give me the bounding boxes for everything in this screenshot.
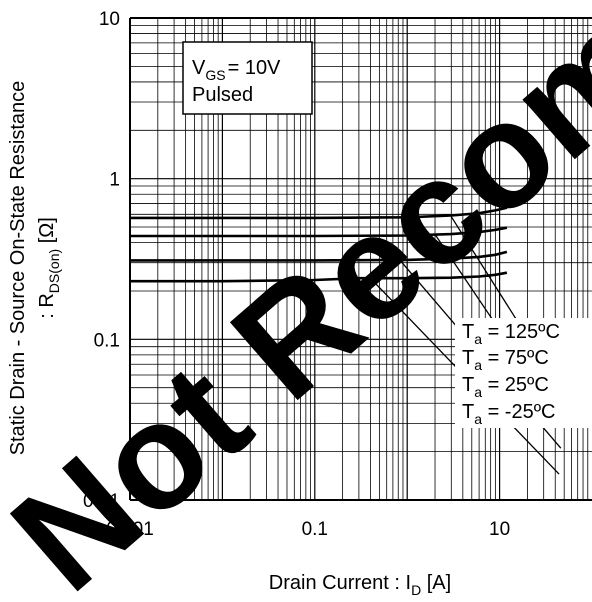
- x-axis-label: Drain Current : ID [A]: [269, 572, 451, 598]
- condition-box: VGS = 10V Pulsed: [182, 41, 313, 115]
- series-label-25: Ta = 25ºC: [462, 374, 549, 400]
- tick-labels: 0.001 0.1 10 10 1 0.1 0.01: [83, 9, 510, 540]
- y-tick-label: 0.1: [94, 330, 120, 351]
- y-axis-label-line1: Static Drain - Source On-State Resistanc…: [7, 81, 29, 456]
- series-line-2: [130, 226, 508, 238]
- series-line-4: [130, 271, 508, 283]
- series-labels: Ta = 125ºC Ta = 75ºC Ta = 25ºC Ta = -25º…: [455, 318, 592, 428]
- condition-box-border: [182, 41, 313, 115]
- series-line-3: [130, 250, 508, 262]
- y-tick-label: 10: [99, 9, 120, 30]
- condition-pulsed: Pulsed: [192, 84, 253, 106]
- series-label-125: Ta = 125ºC: [462, 321, 560, 347]
- y-tick-label: 0.01: [83, 491, 120, 512]
- legend-background: [455, 318, 592, 428]
- x-tick-label: 10: [489, 519, 510, 540]
- plot-frame: [129, 17, 592, 501]
- series-line-1: [130, 206, 508, 220]
- x-tick-label: 0.001: [106, 519, 154, 540]
- condition-vgs: VGS = 10V: [192, 57, 281, 83]
- series-lines: [130, 206, 508, 283]
- series-label-75: Ta = 75ºC: [462, 347, 549, 373]
- y-tick-label: 1: [109, 170, 120, 191]
- y-axis-label-line2: : RDS(on) [Ω]: [36, 217, 62, 319]
- x-tick-label: 0.1: [302, 519, 328, 540]
- series-label-minus25: Ta = -25ºC: [462, 401, 555, 427]
